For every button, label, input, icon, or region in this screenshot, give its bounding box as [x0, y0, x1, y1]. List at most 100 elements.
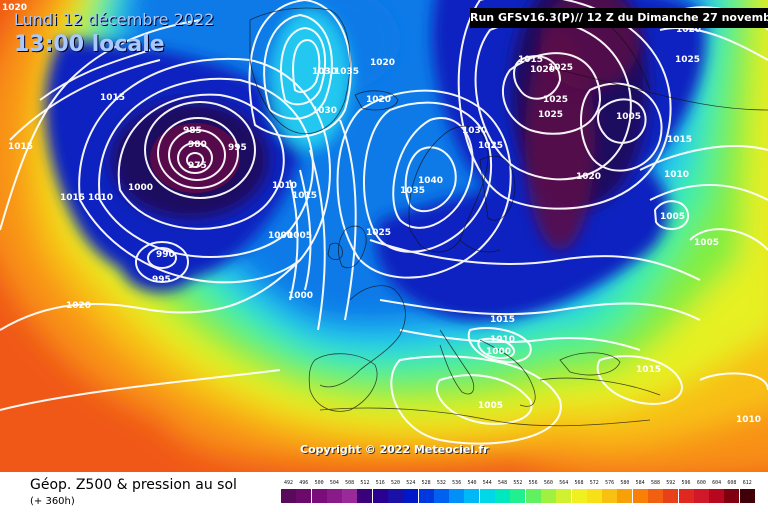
isobar-label: 1035: [334, 67, 359, 77]
scale-swatch: [433, 489, 449, 503]
isobar-1020-south: [0, 259, 301, 331]
isobar-med-1005: [435, 374, 533, 425]
isobar-low-980: [177, 142, 213, 174]
coast-europe-west: [319, 285, 406, 388]
scale-swatch: [357, 489, 373, 503]
scale-swatch: [678, 489, 694, 503]
scale-swatch: [663, 489, 679, 503]
scale-cell: 580: [617, 477, 633, 505]
isobar-label: 1005: [287, 231, 312, 241]
coast-greenland: [249, 7, 351, 135]
isobar-label: 1035: [400, 186, 425, 196]
coast-uk: [338, 225, 367, 269]
scale-cell: 592: [663, 477, 679, 505]
scale-cell: 504: [326, 477, 342, 505]
scale-cell: 556: [525, 477, 541, 505]
isobar-low-995: [144, 101, 256, 199]
coast-turkey: [539, 377, 661, 396]
isobar-label: 1020: [366, 95, 391, 105]
scale-cell: 600: [693, 477, 709, 505]
isobar-1025-south: [0, 369, 281, 411]
scale-swatch: [311, 489, 327, 503]
scale-label: 552: [513, 480, 523, 486]
scale-label: 576: [605, 480, 615, 486]
scale-cell: 564: [556, 477, 572, 505]
scale-label: 600: [696, 480, 706, 486]
isobar-greenland-1040: [292, 38, 321, 93]
scale-swatch: [586, 489, 602, 503]
isobar-label: 1020: [576, 172, 601, 182]
isobar-label: 985: [183, 126, 202, 136]
scale-swatch: [449, 489, 465, 503]
isobar-1015-atl: [39, 49, 151, 101]
scale-swatch: [632, 489, 648, 503]
scale-label: 528: [421, 480, 431, 486]
scale-label: 508: [345, 480, 355, 486]
isobar-east-1005-b: [689, 228, 768, 251]
isobar-scand-1035: [404, 146, 457, 213]
scale-cell: 520: [388, 477, 404, 505]
isobar-label: 1020: [530, 65, 555, 75]
scale-label: 584: [635, 480, 645, 486]
isobar-label: 1025: [548, 63, 573, 73]
scale-swatch: [739, 489, 755, 503]
copyright-notice: Copyright © 2022 Meteociel.fr: [300, 443, 489, 456]
isobar-arctic-1025-a: [513, 55, 562, 100]
isobar-label: 1010: [736, 415, 761, 425]
scale-swatch: [326, 489, 342, 503]
isobar-label: 995: [152, 275, 171, 285]
coast-finland: [479, 155, 516, 221]
scale-cell: 576: [602, 477, 618, 505]
isobar-east-1015: [639, 145, 768, 171]
scale-label: 544: [482, 480, 492, 486]
isobar-label: 1025: [538, 110, 563, 120]
scale-cell: 608: [724, 477, 740, 505]
scale-cell: 500: [311, 477, 327, 505]
scale-label: 560: [543, 480, 553, 486]
scale-label: 536: [452, 480, 462, 486]
scale-cell: 524: [403, 477, 419, 505]
scale-label: 492: [283, 480, 294, 486]
isobar-low-1000: [117, 93, 285, 230]
isobar-arctic-1020: [474, 19, 632, 181]
isobar-label: 980: [188, 140, 207, 150]
scale-swatch: [403, 489, 419, 503]
color-scale: 492 496 500 504 508 512 516 520 524 528 532 536 540 5…: [281, 477, 755, 505]
isobar-label: 1015: [667, 135, 692, 145]
isobar-europe-1015: [379, 299, 701, 321]
coast-north-africa: [319, 407, 651, 427]
z492-core-atlantic: [150, 123, 240, 193]
scale-swatch: [602, 489, 618, 503]
scale-swatch: [525, 489, 541, 503]
scale-cell: 584: [632, 477, 648, 505]
scale-swatch: [464, 489, 480, 503]
isobar-east-1005-a: [653, 200, 690, 230]
isobar-mid-1005: [299, 169, 312, 291]
coast-russia-north: [519, 59, 768, 111]
coast-iceland: [354, 90, 399, 111]
isobar-label: 1010: [664, 170, 689, 180]
scale-cell: 516: [372, 477, 388, 505]
scale-swatch: [281, 489, 296, 503]
coast-ireland: [327, 242, 343, 260]
isobar-label: 1015: [292, 191, 317, 201]
isobar-label: 1020: [370, 58, 395, 68]
scale-label: 548: [498, 480, 508, 486]
isobar-label: 975: [188, 161, 207, 171]
isobar-label: 1015: [636, 365, 661, 375]
isobar-east-1010: [649, 184, 768, 201]
isobar-label: 990: [156, 250, 175, 260]
isobar-label: 1010: [88, 193, 113, 203]
legend-footer: Géop. Z500 & pression au sol (+ 360h) 49…: [0, 472, 768, 512]
scale-swatch: [540, 489, 556, 503]
isobar-label: 1010: [490, 335, 515, 345]
isobar-low-975: [186, 152, 204, 168]
isobar-low-1010: [78, 57, 331, 284]
scale-cell: 512: [357, 477, 373, 505]
isobar-med-1010: [390, 355, 562, 445]
scale-swatch: [510, 489, 526, 503]
lead-time: (+ 360h): [30, 496, 75, 507]
coast-black-sea: [559, 352, 621, 376]
isobar-label: 995: [228, 143, 247, 153]
